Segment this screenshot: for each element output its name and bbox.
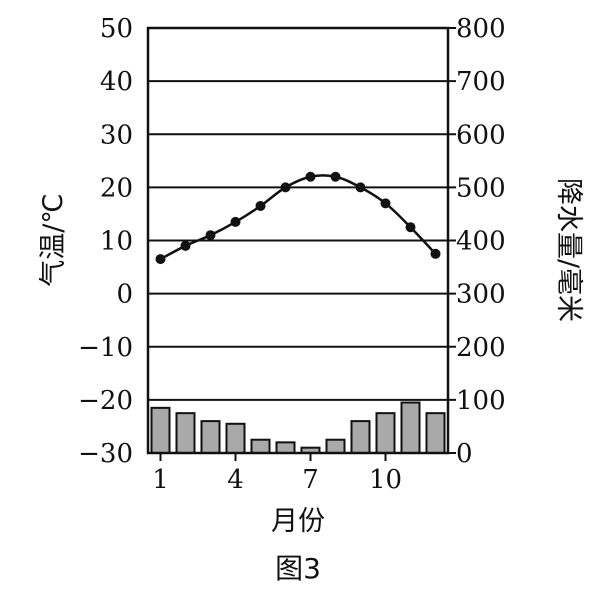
temperature-point (405, 222, 416, 233)
left-axis-label: 气温/℃ (38, 193, 69, 286)
precipitation-bars (150, 401, 446, 454)
right-axis-ticks: 800 700 600 500 400 300 200 100 0 (448, 14, 506, 469)
left-tick-label: 20 (100, 173, 133, 203)
temperature-point (355, 182, 366, 193)
left-tick-label: 30 (100, 120, 133, 150)
temperature-points (155, 171, 441, 265)
temperature-point (430, 248, 441, 259)
right-tick-label: 800 (456, 14, 506, 44)
left-axis-ticks: 50 40 30 20 10 0 −10 −20 −30 (78, 14, 133, 469)
precipitation-bar (425, 412, 446, 454)
temperature-point (380, 198, 391, 209)
precipitation-bar (375, 412, 396, 454)
temperature-point (330, 171, 341, 182)
left-tick-label: 50 (100, 14, 133, 44)
precipitation-bar (325, 438, 346, 454)
temperature-point (255, 200, 266, 211)
precipitation-bar (275, 441, 296, 454)
temperature-point (280, 182, 291, 193)
right-tick-label: 600 (456, 120, 506, 150)
figure-caption: 图3 (275, 552, 321, 585)
right-tick-label: 0 (456, 439, 473, 469)
left-tick-label: 0 (116, 280, 133, 310)
x-tick-label: 4 (227, 465, 244, 495)
precipitation-bar (225, 422, 246, 454)
x-tick-label: 1 (152, 465, 169, 495)
grid-lines (148, 80, 448, 401)
precipitation-bar (175, 412, 196, 454)
left-tick-label: 10 (100, 227, 133, 257)
precipitation-bar (250, 438, 271, 454)
right-tick-label: 500 (456, 173, 506, 203)
precipitation-bar (200, 420, 221, 454)
precipitation-bar (350, 420, 371, 454)
x-axis-ticks: 1 4 7 10 (152, 453, 402, 495)
precipitation-bar (400, 401, 421, 454)
precipitation-bar (150, 406, 171, 454)
right-tick-label: 100 (456, 386, 506, 416)
x-tick-label: 10 (369, 465, 402, 495)
x-axis-label: 月份 (271, 506, 325, 537)
temperature-point (230, 216, 241, 227)
right-tick-label: 200 (456, 333, 506, 363)
right-tick-label: 400 (456, 227, 506, 257)
left-tick-label: −10 (78, 333, 133, 363)
right-axis-label: 降水量/毫米 (553, 178, 584, 322)
right-tick-label: 300 (456, 280, 506, 310)
left-tick-label: 40 (100, 67, 133, 97)
temperature-point (205, 230, 216, 241)
left-tick-label: −20 (78, 386, 133, 416)
left-tick-label: −30 (78, 439, 133, 469)
temperature-point (180, 240, 191, 251)
x-tick-label: 7 (302, 465, 319, 495)
temperature-point (305, 171, 316, 182)
temperature-point (155, 254, 166, 265)
right-tick-label: 700 (456, 67, 506, 97)
